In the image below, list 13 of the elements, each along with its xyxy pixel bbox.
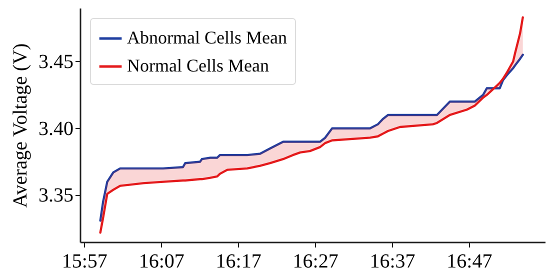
- y-axis-title: Average Voltage (V): [10, 43, 32, 208]
- legend-label: Abnormal Cells Mean: [127, 28, 287, 48]
- x-tick-label: 16:47: [446, 250, 492, 272]
- y-tick-label: 3.40: [38, 118, 74, 140]
- x-tick-label: 16:27: [292, 250, 338, 272]
- x-tick-label: 16:17: [216, 250, 262, 272]
- y-tick-label: 3.35: [38, 184, 74, 207]
- x-tick-label: 16:37: [370, 250, 416, 272]
- x-tick-label: 16:07: [138, 250, 184, 272]
- x-tick-label: 15:57: [62, 250, 108, 272]
- line-series: [99, 54, 524, 222]
- legend-label: Normal Cells Mean: [127, 56, 269, 76]
- y-tick-label: 3.45: [38, 50, 74, 73]
